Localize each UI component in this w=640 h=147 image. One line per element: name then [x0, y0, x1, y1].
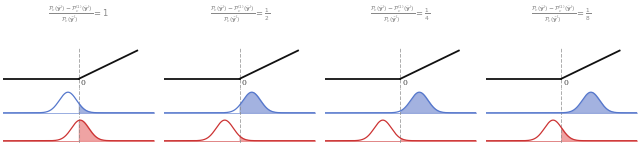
Text: 0: 0	[563, 80, 568, 87]
Text: $\frac{\mathcal{P}_c(\tilde{\mathbf{y}}^l)-\mathcal{P}_c^{(1)}(\tilde{\mathbf{y}: $\frac{\mathcal{P}_c(\tilde{\mathbf{y}}^…	[209, 3, 269, 24]
Text: 0: 0	[242, 80, 246, 87]
Text: $\frac{\mathcal{P}_c(\tilde{\mathbf{y}}^l)-\mathcal{P}_c^{(1)}(\tilde{\mathbf{y}: $\frac{\mathcal{P}_c(\tilde{\mathbf{y}}^…	[371, 3, 431, 24]
Text: $\frac{\mathcal{P}_c(\tilde{\mathbf{y}}^l)-\mathcal{P}_c^{(1)}(\tilde{\mathbf{y}: $\frac{\mathcal{P}_c(\tilde{\mathbf{y}}^…	[49, 3, 109, 24]
Text: 0: 0	[81, 80, 86, 87]
Text: 0: 0	[403, 80, 407, 87]
Text: $\frac{\mathcal{P}_c(\tilde{\mathbf{y}}^l)-\mathcal{P}_c^{(1)}(\tilde{\mathbf{y}: $\frac{\mathcal{P}_c(\tilde{\mathbf{y}}^…	[531, 3, 591, 24]
